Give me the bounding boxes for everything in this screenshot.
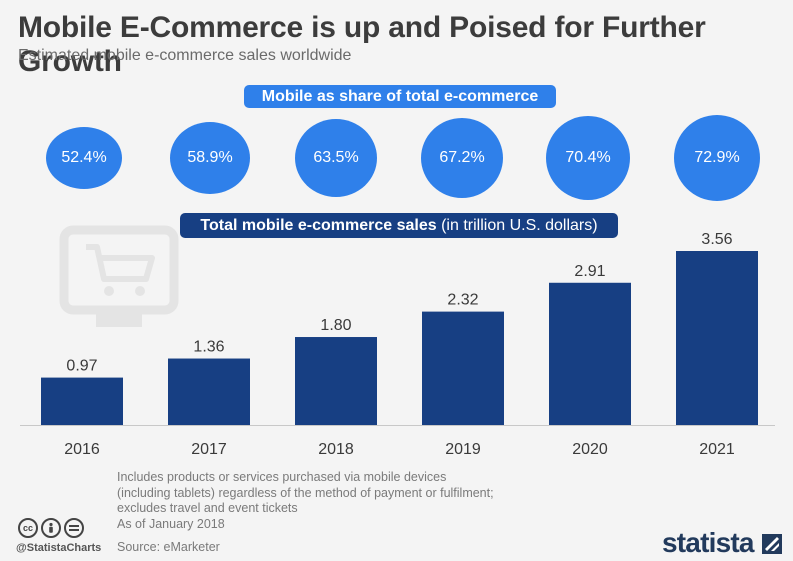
statista-logo[interactable]: statista bbox=[662, 527, 754, 558]
no-derivatives-icon[interactable] bbox=[64, 518, 84, 538]
bar-value-label: 1.80 bbox=[320, 317, 351, 334]
x-tick-label: 2021 bbox=[699, 441, 735, 458]
x-tick-label: 2016 bbox=[64, 441, 100, 458]
bar-2016 bbox=[41, 377, 123, 425]
statista-logo-mark-icon bbox=[762, 534, 782, 554]
creative-commons-icon[interactable]: cc bbox=[18, 518, 38, 538]
chart-notes: Includes products or services purchased … bbox=[117, 470, 587, 532]
share-circle: 72.9% bbox=[674, 115, 760, 201]
bar-value-label: 2.91 bbox=[574, 263, 605, 280]
bar-2021 bbox=[676, 251, 758, 425]
bar-2020 bbox=[549, 282, 631, 425]
x-tick-label: 2019 bbox=[445, 441, 481, 458]
share-circle: 58.9% bbox=[170, 122, 250, 194]
sales-section-label: Total mobile e-commerce sales (in trilli… bbox=[180, 213, 618, 238]
sales-label-main: Total mobile e-commerce sales bbox=[200, 217, 437, 234]
note-line: excludes travel and event tickets bbox=[117, 501, 298, 515]
x-tick-label: 2018 bbox=[318, 441, 354, 458]
license-icons: cc bbox=[18, 518, 84, 538]
sales-label-unit: (in trillion U.S. dollars) bbox=[436, 217, 598, 234]
note-line: As of January 2018 bbox=[117, 516, 225, 531]
bar-value-label: 1.36 bbox=[193, 339, 224, 356]
attribution-icon[interactable] bbox=[41, 518, 61, 538]
chart-source: Source: eMarketer bbox=[117, 540, 220, 554]
bar-value-label: 0.97 bbox=[66, 358, 97, 375]
bar-2018 bbox=[295, 337, 377, 425]
share-circle: 67.2% bbox=[421, 118, 503, 198]
chart-title: Mobile E-Commerce is up and Poised for F… bbox=[18, 11, 706, 78]
chart-subtitle: Estimated mobile e-commerce sales worldw… bbox=[18, 47, 352, 64]
social-handle[interactable]: @StatistaCharts bbox=[16, 542, 102, 554]
share-circle: 63.5% bbox=[295, 119, 377, 197]
bar-value-label: 2.32 bbox=[447, 292, 478, 309]
monitor-cart-icon bbox=[59, 225, 179, 327]
bar-2019 bbox=[422, 311, 504, 425]
note-line: (including tablets) regardless of the me… bbox=[117, 485, 494, 500]
share-circle: 70.4% bbox=[546, 116, 630, 200]
bar-2017 bbox=[168, 358, 250, 425]
bar-value-label: 3.56 bbox=[701, 231, 732, 248]
note-line: Includes products or services purchased … bbox=[117, 470, 447, 484]
share-circle: 52.4% bbox=[46, 127, 122, 189]
x-tick-label: 2017 bbox=[191, 441, 227, 458]
share-section-label: Mobile as share of total e-commerce bbox=[244, 85, 556, 108]
x-tick-label: 2020 bbox=[572, 441, 608, 458]
